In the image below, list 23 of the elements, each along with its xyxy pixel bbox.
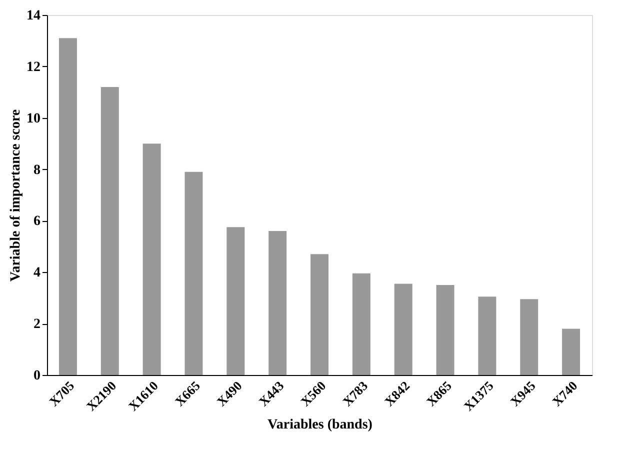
bar — [478, 296, 496, 375]
bar — [562, 328, 580, 375]
y-tick-label: 12 — [26, 60, 40, 75]
bar — [100, 87, 119, 375]
bar — [436, 285, 454, 375]
bar — [520, 299, 538, 375]
x-axis-title: Variables (bands) — [268, 418, 373, 433]
bar — [268, 231, 287, 375]
y-tick-label: 6 — [34, 214, 40, 230]
y-tick-label: 10 — [26, 111, 40, 126]
y-tick-label: 2 — [34, 317, 40, 332]
bar — [142, 144, 161, 375]
bar — [352, 273, 370, 375]
y-tick-label: 4 — [34, 266, 40, 281]
bar — [58, 38, 77, 375]
bar — [184, 172, 203, 375]
y-tick-label: 14 — [26, 8, 40, 24]
y-axis-title: Variable of importance score — [8, 109, 24, 282]
bar — [394, 284, 412, 375]
bar — [226, 227, 245, 375]
y-tick-label: 0 — [34, 368, 40, 384]
bar — [310, 254, 328, 375]
y-tick-label: 8 — [34, 162, 40, 178]
